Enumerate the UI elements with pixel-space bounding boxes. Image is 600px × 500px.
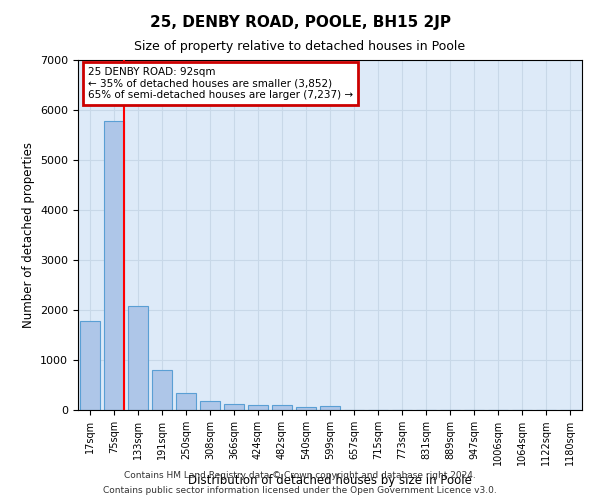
- Bar: [200, 400, 220, 410]
- Bar: [224, 404, 244, 410]
- Bar: [128, 306, 148, 410]
- Bar: [80, 321, 100, 410]
- Bar: [272, 405, 292, 410]
- Y-axis label: Number of detached properties: Number of detached properties: [22, 142, 35, 328]
- Text: 25, DENBY ROAD, POOLE, BH15 2JP: 25, DENBY ROAD, POOLE, BH15 2JP: [149, 15, 451, 30]
- Bar: [248, 405, 268, 410]
- Text: Size of property relative to detached houses in Poole: Size of property relative to detached ho…: [134, 40, 466, 53]
- Bar: [320, 406, 340, 410]
- X-axis label: Distribution of detached houses by size in Poole: Distribution of detached houses by size …: [188, 474, 472, 486]
- Bar: [176, 393, 196, 410]
- Bar: [152, 370, 172, 410]
- Text: 25 DENBY ROAD: 92sqm
← 35% of detached houses are smaller (3,852)
65% of semi-de: 25 DENBY ROAD: 92sqm ← 35% of detached h…: [88, 67, 353, 100]
- Bar: [296, 407, 316, 410]
- Text: Contains HM Land Registry data © Crown copyright and database right 2024.: Contains HM Land Registry data © Crown c…: [124, 471, 476, 480]
- Text: Contains public sector information licensed under the Open Government Licence v3: Contains public sector information licen…: [103, 486, 497, 495]
- Bar: [104, 121, 124, 410]
